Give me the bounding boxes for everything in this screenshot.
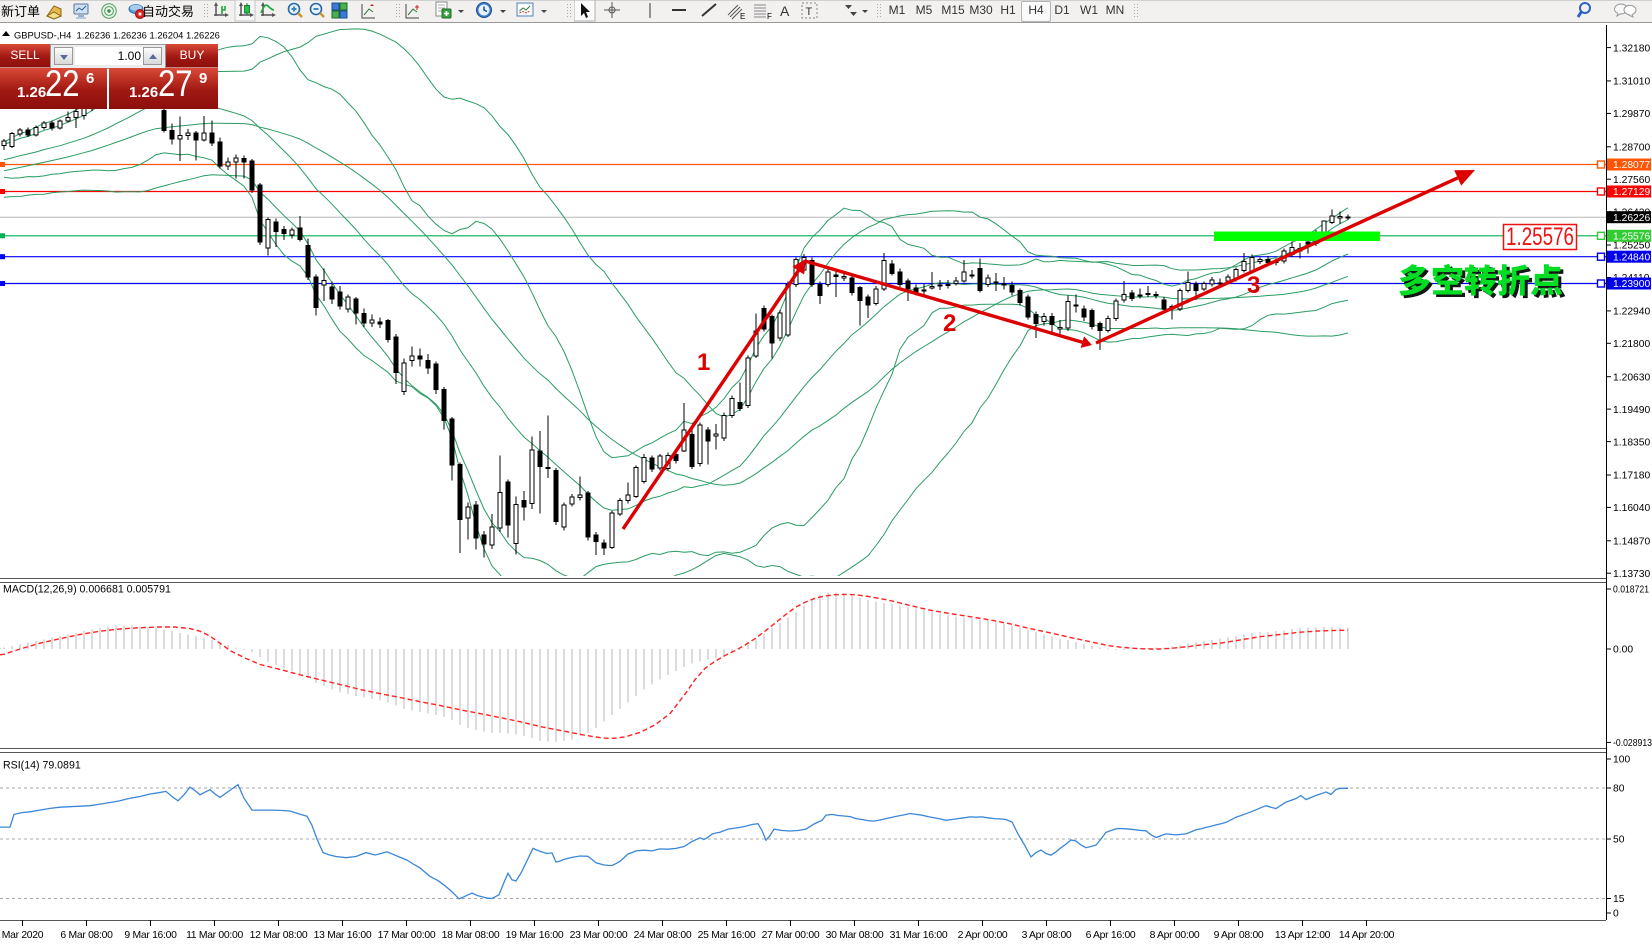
svg-text:50: 50 <box>1613 835 1625 846</box>
svg-text:1.26226: 1.26226 <box>1613 213 1650 224</box>
svg-text:E: E <box>740 12 745 21</box>
svg-text:31 Mar 16:00: 31 Mar 16:00 <box>890 930 948 941</box>
svg-text:0.018721: 0.018721 <box>1613 585 1649 596</box>
svg-text:RSI(14) 79.0891: RSI(14) 79.0891 <box>3 760 81 772</box>
svg-text:1.20630: 1.20630 <box>1613 372 1650 383</box>
svg-text:1.28077: 1.28077 <box>1613 160 1650 171</box>
svg-text:13 Apr 12:00: 13 Apr 12:00 <box>1275 930 1331 941</box>
svg-text:1: 1 <box>697 349 710 376</box>
svg-text:80: 80 <box>1613 784 1625 795</box>
svg-text:1.16040: 1.16040 <box>1613 503 1650 514</box>
svg-text:12 Mar 08:00: 12 Mar 08:00 <box>250 930 308 941</box>
svg-text:6 Mar 08:00: 6 Mar 08:00 <box>60 930 113 941</box>
svg-text:1.17180: 1.17180 <box>1613 471 1650 482</box>
svg-text:11 Mar 00:00: 11 Mar 00:00 <box>186 930 243 941</box>
svg-text:3: 3 <box>1247 272 1260 299</box>
svg-text:1.13730: 1.13730 <box>1613 569 1650 580</box>
svg-text:8 Apr 00:00: 8 Apr 00:00 <box>1150 930 1200 941</box>
svg-text:A: A <box>780 3 790 19</box>
svg-text:1.21800: 1.21800 <box>1613 339 1650 350</box>
svg-text:9 Apr 08:00: 9 Apr 08:00 <box>1214 930 1264 941</box>
svg-text:30 Mar 08:00: 30 Mar 08:00 <box>826 930 884 941</box>
svg-text:15: 15 <box>1613 894 1625 905</box>
svg-text:-0.028913: -0.028913 <box>1613 738 1652 749</box>
svg-text:MACD(12,26,9) 0.006681 0.00579: MACD(12,26,9) 0.006681 0.005791 <box>3 584 171 596</box>
svg-text:F: F <box>767 12 772 21</box>
svg-text:1.22940: 1.22940 <box>1613 307 1650 318</box>
svg-text:23 Mar 00:00: 23 Mar 00:00 <box>570 930 628 941</box>
svg-text:1.25250: 1.25250 <box>1613 241 1650 252</box>
svg-text:0.00: 0.00 <box>1613 645 1633 656</box>
svg-text:100: 100 <box>1613 755 1630 766</box>
svg-text:18 Mar 08:00: 18 Mar 08:00 <box>442 930 500 941</box>
svg-text:Mar 2020: Mar 2020 <box>2 930 44 941</box>
svg-text:2: 2 <box>943 310 956 337</box>
svg-text:1.19490: 1.19490 <box>1613 405 1650 416</box>
svg-text:19 Mar 16:00: 19 Mar 16:00 <box>506 930 564 941</box>
svg-text:1.27129: 1.27129 <box>1613 187 1650 198</box>
svg-text:1.28700: 1.28700 <box>1613 142 1650 153</box>
svg-text:1.24840: 1.24840 <box>1613 252 1650 263</box>
svg-text:9 Mar 16:00: 9 Mar 16:00 <box>124 930 177 941</box>
svg-text:2 Apr 00:00: 2 Apr 00:00 <box>958 930 1008 941</box>
svg-text:1.25576: 1.25576 <box>1506 223 1574 251</box>
svg-text:1.25576: 1.25576 <box>1613 232 1650 243</box>
svg-text:0: 0 <box>1613 909 1619 920</box>
svg-text:1.23900: 1.23900 <box>1613 279 1650 290</box>
svg-text:1.32180: 1.32180 <box>1613 43 1650 54</box>
svg-text:24 Mar 08:00: 24 Mar 08:00 <box>634 930 692 941</box>
svg-text:T: T <box>806 6 813 18</box>
svg-text:3 Apr 08:00: 3 Apr 08:00 <box>1022 930 1072 941</box>
svg-text:1.14870: 1.14870 <box>1613 537 1650 548</box>
svg-text:GBPUSD-,H4 1.26236 1.26236 1.: GBPUSD-,H4 1.26236 1.26236 1.26204 1.262… <box>14 29 220 40</box>
svg-text:13 Mar 16:00: 13 Mar 16:00 <box>314 930 372 941</box>
svg-text:1.18350: 1.18350 <box>1613 437 1650 448</box>
svg-text:14 Apr 20:00: 14 Apr 20:00 <box>1339 930 1395 941</box>
svg-text:1.31010: 1.31010 <box>1613 77 1650 88</box>
svg-text:27 Mar 00:00: 27 Mar 00:00 <box>762 930 820 941</box>
svg-text:25 Mar 16:00: 25 Mar 16:00 <box>698 930 756 941</box>
svg-text:17 Mar 00:00: 17 Mar 00:00 <box>378 930 436 941</box>
svg-text:1.27560: 1.27560 <box>1613 175 1650 186</box>
svg-text:6 Apr 16:00: 6 Apr 16:00 <box>1086 930 1136 941</box>
svg-text:1.29870: 1.29870 <box>1613 109 1650 120</box>
